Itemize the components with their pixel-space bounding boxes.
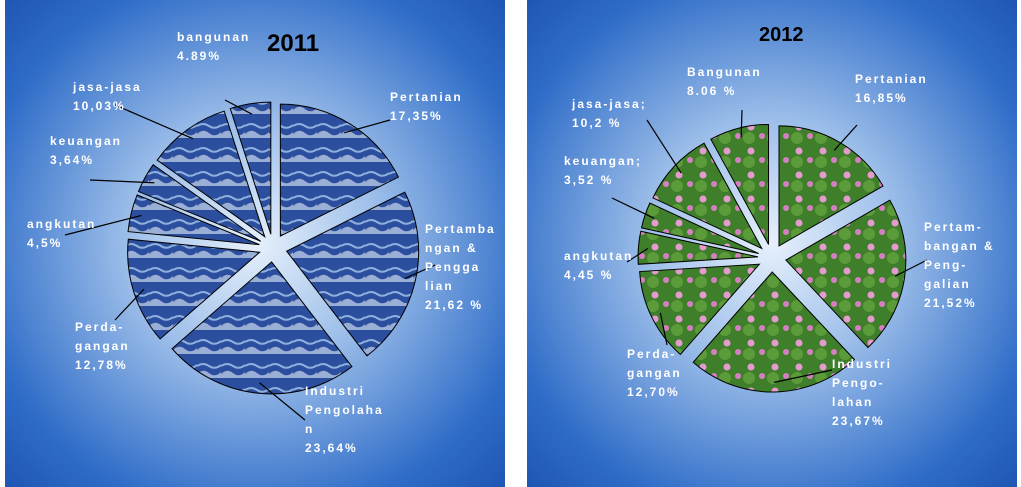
pie-slice	[710, 123, 770, 245]
pie-slice	[692, 271, 856, 393]
category-label: Perda- gangan	[75, 320, 130, 353]
slice-label: Pertanian 16,85%	[855, 70, 928, 108]
leader-line	[344, 119, 391, 134]
category-label: Pertanian	[390, 90, 463, 104]
category-label: Pertamba ngan & Pengga lian	[425, 222, 496, 293]
value-label: 3,64%	[50, 153, 95, 167]
value-label: 12,78%	[75, 358, 128, 372]
leader-line	[259, 382, 306, 421]
slice-label: bangunan 4.89%	[177, 28, 250, 66]
leader-line	[659, 312, 668, 346]
category-label: keuangan	[50, 134, 123, 148]
slice-label: Perda- gangan 12,70%	[627, 345, 682, 402]
slice-label: Pertam- bangan & Peng- galian 21,52%	[924, 218, 995, 313]
chart-title: 2011	[267, 30, 320, 57]
chart-panel: Pertanian 17,35% Pertamba ngan & Pengga li…	[5, 0, 505, 487]
leader-line	[740, 109, 743, 138]
value-label: 23,64%	[305, 441, 358, 455]
category-label: bangunan	[177, 30, 251, 44]
value-label: 4,5%	[27, 236, 63, 250]
value-label: 4,45 %	[564, 268, 614, 282]
value-label: 3,52 %	[564, 173, 614, 187]
category-label: keuangan;	[564, 154, 643, 168]
pie-slice	[285, 191, 420, 357]
category-label: jasa-jasa	[73, 80, 142, 94]
value-label: 8.06 %	[687, 84, 737, 98]
value-label: 17,35%	[390, 109, 443, 123]
category-label: jasa-jasa;	[572, 97, 647, 111]
value-label: 21,62 %	[425, 298, 484, 312]
pie-slice	[640, 202, 759, 255]
chart	[611, 109, 928, 393]
category-label: Bangunan	[687, 65, 762, 79]
slice-label: Pertamba ngan & Pengga lian 21,62 %	[425, 220, 496, 315]
leader-line	[611, 197, 655, 219]
leader-line	[89, 179, 155, 184]
value-label: 23,67%	[832, 414, 885, 428]
category-label: Pertanian	[855, 72, 928, 86]
pie-slice	[137, 164, 262, 242]
leader-line	[894, 259, 928, 277]
category-label: Industri Pengo- lahan	[832, 357, 892, 409]
chart-title: 2012	[759, 24, 804, 46]
leader-line	[114, 104, 194, 140]
leader-line	[774, 369, 833, 383]
category-label: Pertam- bangan & Peng- galian	[924, 220, 995, 291]
leader-line	[114, 288, 145, 321]
slice-label: Perda- gangan 12,78%	[75, 318, 130, 375]
category-label: angkutan	[27, 217, 97, 231]
value-label: 10,03%	[73, 99, 126, 113]
slice-label: angkutan 4,45 %	[564, 247, 633, 285]
pie-slice	[279, 103, 400, 237]
slice-label: keuangan 3,64%	[50, 132, 122, 170]
category-label: Industri Pengolaha n	[305, 384, 384, 436]
category-label: angkutan	[564, 249, 634, 263]
slice-label: jasa-jasa; 10,2 %	[572, 95, 647, 133]
slice-label: angkutan 4,5%	[27, 215, 96, 253]
slice-label: Industri Pengo- lahan 23,67%	[832, 355, 892, 431]
slice-label: Industri Pengolaha n 23,64%	[305, 382, 384, 458]
pie-slice	[652, 142, 763, 250]
chart-panel: Pertanian 16,85% Pertam- bangan & Peng- ga…	[527, 0, 1017, 487]
pie-slice	[127, 238, 261, 340]
slice-label: Bangunan 8.06 %	[687, 63, 762, 101]
pie-slice	[639, 263, 761, 356]
leader-line	[833, 124, 858, 151]
category-label: Perda- gangan	[627, 347, 682, 380]
pie-slice	[229, 101, 272, 235]
leader-line	[404, 264, 436, 279]
pie-slice	[778, 125, 884, 247]
leader-line	[646, 119, 682, 174]
slice-label: jasa-jasa 10,03%	[73, 78, 142, 116]
leader-line	[64, 214, 142, 236]
value-label: 21,52%	[924, 296, 977, 310]
value-label: 10,2 %	[572, 116, 622, 130]
slice-label: keuangan; 3,52 %	[564, 152, 642, 190]
value-label: 16,85%	[855, 91, 908, 105]
pie-slice	[637, 230, 759, 265]
value-label: 4.89%	[177, 49, 222, 63]
leader-line	[224, 99, 253, 115]
pie-slice	[171, 261, 353, 395]
leader-line	[626, 247, 649, 263]
pie-slice	[127, 194, 260, 246]
slice-label: Pertanian 17,35%	[390, 88, 463, 126]
value-label: 12,70%	[627, 385, 680, 399]
pie-slice	[156, 110, 266, 238]
pie-slice	[785, 199, 907, 349]
chart	[64, 99, 436, 421]
